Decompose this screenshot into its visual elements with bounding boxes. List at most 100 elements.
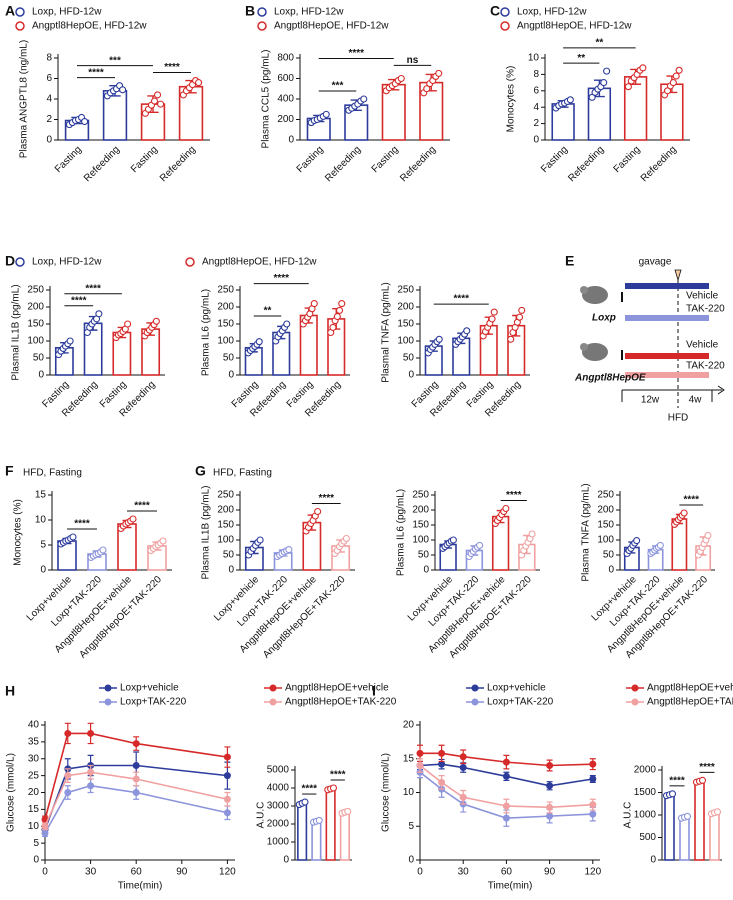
x-tick-label: Refeeding [323, 144, 363, 184]
legend-label: Loxp+TAK-220 [120, 697, 187, 708]
y-tick-label: 0 [533, 135, 539, 146]
line-point [546, 782, 554, 790]
y-tick-label: 800 [277, 53, 294, 64]
x-tick-label: 90 [176, 867, 188, 878]
data-point [344, 807, 352, 815]
y-tick-label: 20 [403, 720, 415, 731]
line-point [438, 760, 446, 768]
line-point [41, 829, 49, 837]
diagram: E gavage Vehicle TAK-220 Loxp Vehicle TA… [565, 253, 725, 424]
y-axis-label: Plasmal TNFA (pg/mL) [381, 282, 392, 382]
legend-marker [471, 698, 479, 706]
y-tick-label: 50 [403, 353, 415, 364]
y-tick-label: 100 [217, 535, 234, 546]
x-axis-label: Time(min) [488, 881, 533, 892]
y-tick-label: 1000 [267, 837, 290, 848]
legend-label: Angptl8HepOE, HFD-12w [517, 21, 632, 32]
data-point [333, 312, 341, 321]
legend-marker [257, 21, 267, 31]
legend-label: Angptl8HepOE+TAK-220 [285, 697, 397, 708]
panel-label: G [195, 463, 206, 479]
significance-label: **** [506, 490, 522, 501]
y-tick-label: 0 [423, 565, 429, 576]
legend-label: Angptl8HepOE+vehicle [647, 683, 733, 694]
x-tick-label: 90 [544, 867, 556, 878]
y-tick-label: 250 [412, 490, 429, 501]
data-point [301, 798, 309, 806]
arm-label: TAK-220 [686, 361, 725, 372]
y-tick-label: 8 [533, 69, 539, 80]
y-tick-label: 200 [597, 505, 614, 516]
data-point [335, 306, 344, 314]
legend-label: Angptl8HepOE, HFD-12w [202, 257, 317, 268]
significance-label: *** [332, 81, 344, 92]
data-point [463, 327, 471, 335]
significance-label: **** [85, 283, 101, 294]
y-tick-label: 5000 [267, 765, 290, 776]
legend-marker [15, 257, 25, 267]
x-tick-label: Fasting [370, 144, 401, 175]
y-tick-label: 2 [533, 118, 539, 129]
panel-label: D [5, 253, 15, 269]
y-tick-label: 0 [283, 855, 289, 866]
data-point [310, 300, 318, 308]
panel-label: A [5, 3, 15, 19]
y-tick-label: 4 [533, 102, 539, 113]
data-point [476, 541, 484, 549]
data-point [488, 315, 496, 323]
y-tick-label: 2 [46, 114, 52, 125]
significance-label: **** [134, 501, 150, 512]
y-tick-label: 250 [217, 490, 234, 501]
line-point [589, 810, 597, 818]
line [419, 764, 593, 809]
mouse-ear [580, 343, 588, 351]
y-axis-label: Plasma IL1B (pg/mL) [201, 486, 212, 580]
data-point [81, 118, 89, 126]
data-point [338, 300, 346, 308]
y-axis-label: Glucose (mmol/L) [381, 753, 392, 832]
x-tick-label: 60 [501, 867, 513, 878]
line-point [438, 778, 446, 786]
y-tick-label: 150 [217, 319, 234, 330]
y-tick-label: 200 [277, 114, 294, 125]
line-point [41, 822, 49, 830]
y-tick-label: 1500 [634, 787, 657, 798]
data-point [119, 86, 127, 94]
legend-marker [269, 684, 277, 692]
line-point [223, 753, 231, 761]
y-tick-label: 150 [397, 319, 414, 330]
data-point [669, 79, 677, 87]
legend-label: Loxp+TAK-220 [487, 697, 554, 708]
line-point [64, 789, 72, 796]
y-tick-label: 10 [403, 787, 415, 798]
arm-label: TAK-220 [686, 304, 725, 315]
y-tick-label: 100 [597, 535, 614, 546]
significance-label: **** [318, 493, 334, 504]
panel-label: E [565, 253, 574, 269]
line-point [87, 768, 95, 776]
data-point [124, 320, 132, 328]
data-point [600, 79, 608, 87]
data-point [329, 323, 337, 331]
significance-label: **** [669, 775, 685, 786]
legend-label: Angptl8HepOE+TAK-220 [647, 697, 733, 708]
x-tick-label: 0 [42, 867, 48, 878]
x-tick-label: Refeeding [566, 144, 606, 184]
significance-label: **** [699, 762, 715, 773]
data-point [315, 816, 323, 824]
data-point [566, 96, 574, 104]
y-tick-label: 5 [408, 821, 414, 832]
y-tick-label: 150 [27, 319, 44, 330]
y-tick-label: 35 [28, 737, 40, 748]
line-point [459, 793, 467, 801]
bar [339, 811, 350, 861]
panel-label: H [5, 683, 15, 699]
y-tick-label: 200 [412, 505, 429, 516]
legend-label: Loxp+vehicle [487, 683, 546, 694]
data-point [322, 110, 330, 118]
x-tick-label: Refeeding [398, 144, 438, 184]
legend-marker [500, 21, 510, 31]
data-point [255, 338, 263, 346]
line-point [546, 812, 554, 820]
data-point [150, 97, 159, 105]
